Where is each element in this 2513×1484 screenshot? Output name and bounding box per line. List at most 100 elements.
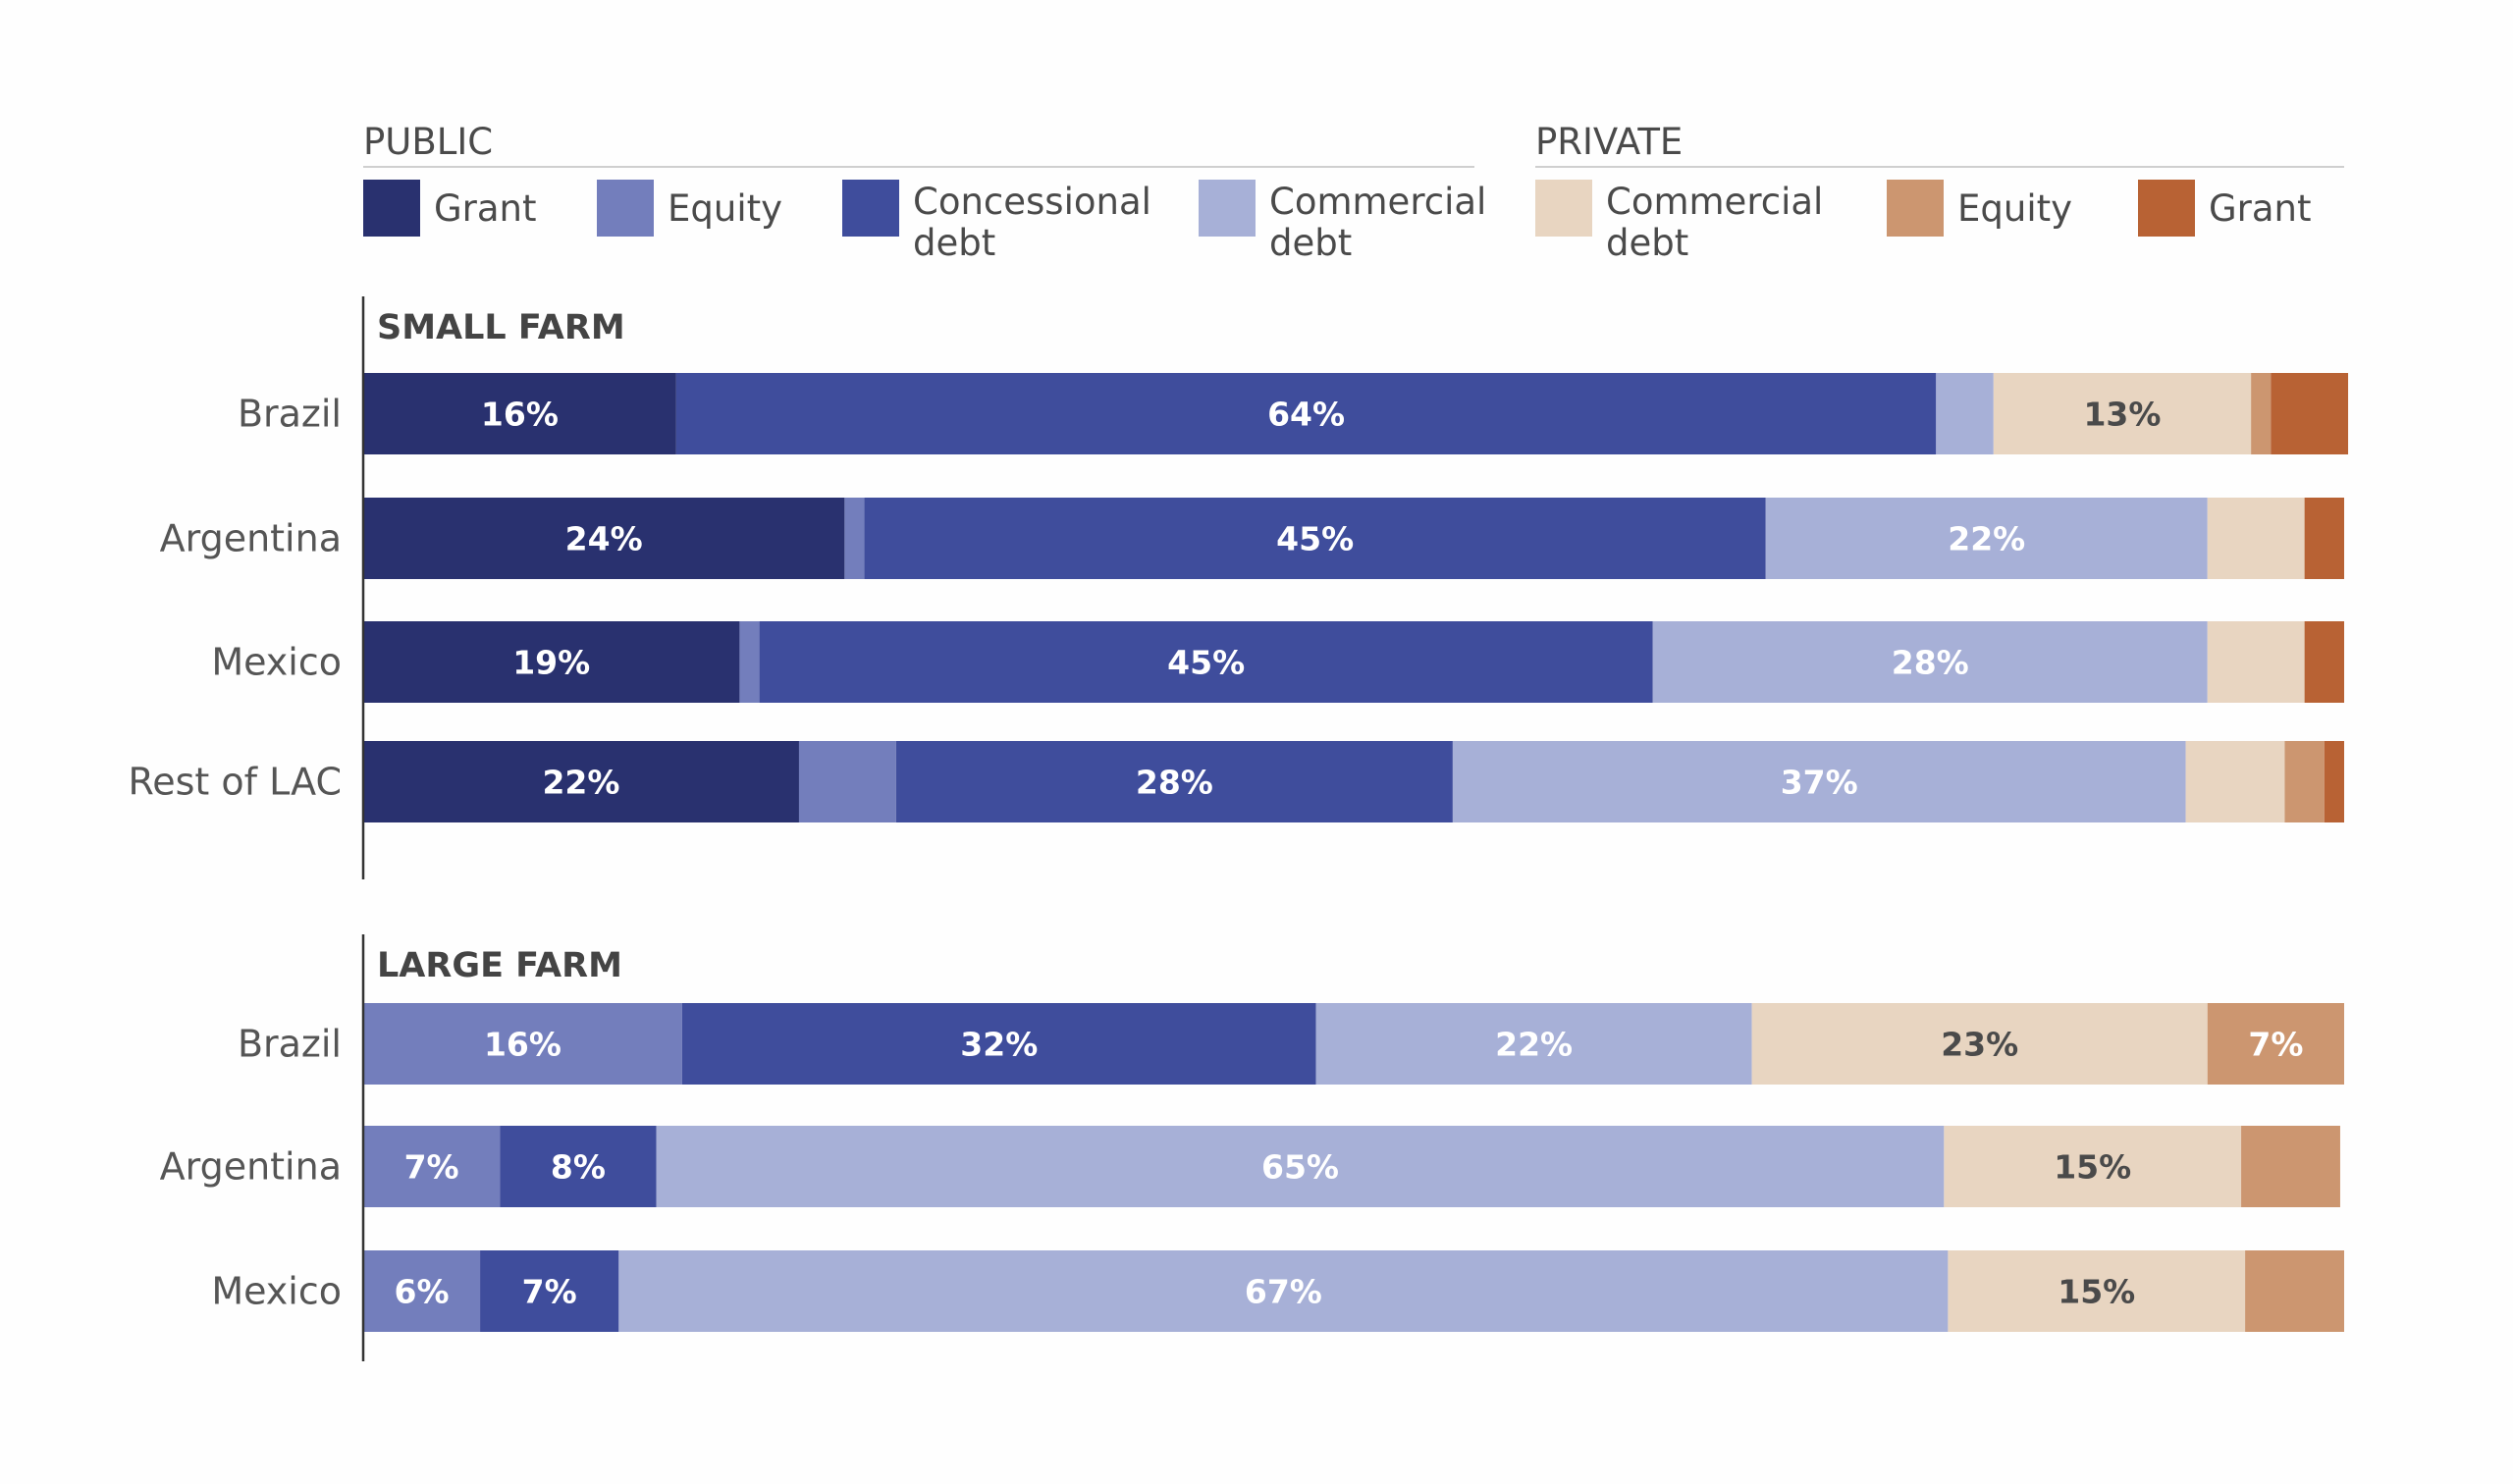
bar-row-mexico: Mexico 6% 7% 67% 15% <box>211 1250 2344 1332</box>
legend-item-label: Grant <box>434 187 537 230</box>
bar-segment-private-grant <box>2304 498 2344 579</box>
category-label: Mexico <box>211 641 342 684</box>
data-label: 65% <box>1261 1148 1339 1187</box>
bar-segment-public-grant <box>363 373 676 454</box>
bar-segment-private-equity <box>2241 1126 2340 1207</box>
legend-swatch <box>842 180 899 237</box>
bar-segment-public-concessional-debt <box>681 1003 1316 1085</box>
bar-segment-public-commercial-debt <box>656 1126 1945 1207</box>
bar-segment-public-equity <box>844 498 865 579</box>
data-label: 45% <box>1167 644 1245 682</box>
panel-small-farm: SMALL FARM Brazil 16% 64% 13% Argentina 24% 45%… <box>129 296 2349 879</box>
data-label: 64% <box>1267 396 1345 434</box>
category-label: Mexico <box>211 1270 342 1313</box>
bar-segment-public-grant <box>363 621 740 703</box>
legend-swatch <box>1887 180 1944 237</box>
bar-segment-private-equity <box>2207 1003 2344 1085</box>
bar-segment-public-equity <box>798 741 896 822</box>
bar-segment-private-grant <box>2271 373 2349 454</box>
data-label: 16% <box>484 1026 561 1064</box>
data-label: 24% <box>565 520 643 558</box>
legend-swatch <box>363 180 420 237</box>
data-label: 45% <box>1276 520 1354 558</box>
bar-segment-private-commercial-debt <box>1993 373 2252 454</box>
data-label: 19% <box>512 644 590 682</box>
bar-row-argentina: Argentina 7% 8% 65% 15% <box>160 1126 2340 1207</box>
legend-item-label: Commercial <box>1606 181 1823 223</box>
data-label: 7% <box>404 1148 459 1187</box>
legend-group-title: PUBLIC <box>363 121 493 163</box>
data-label: 7% <box>522 1273 577 1311</box>
bar-segment-public-commercial-debt <box>1936 373 1994 454</box>
bar-row-brazil: Brazil 16% 32% 22% 23% 7% <box>238 1003 2344 1085</box>
legend-item-label: debt <box>913 222 995 264</box>
legend-item-label: debt <box>1606 222 1688 264</box>
data-label: 7% <box>2248 1026 2303 1064</box>
panel-large-farm: LARGE FARM Brazil 16% 32% 22% 23% 7% Argentina 7… <box>160 934 2344 1361</box>
bar-segment-public-commercial-debt <box>1452 741 2186 822</box>
data-label: 32% <box>960 1026 1038 1064</box>
bar-segment-private-commercial-debt <box>1751 1003 2208 1085</box>
bar-row-rest-of-lac: Rest of LAC 22% 28% 37% <box>129 741 2344 822</box>
data-label: 15% <box>2054 1148 2131 1187</box>
bar-segment-public-concessional-debt <box>759 621 1653 703</box>
chart-panels: SMALL FARM Brazil 16% 64% 13% Argentina 24% 45%… <box>129 296 2349 1361</box>
bar-segment-public-grant <box>363 498 845 579</box>
data-label: 28% <box>1136 764 1213 802</box>
panel-title: LARGE FARM <box>377 946 622 985</box>
bar-segment-public-concessional-debt <box>895 741 1453 822</box>
legend-item-label: Concessional <box>913 181 1151 223</box>
data-label: 15% <box>2058 1273 2135 1311</box>
bar-segment-private-commercial-debt <box>2207 621 2305 703</box>
category-label: Argentina <box>160 1145 342 1189</box>
legend-swatch <box>597 180 654 237</box>
category-label: Argentina <box>160 517 342 560</box>
data-label: 22% <box>542 764 619 802</box>
bar-row-argentina: Argentina 24% 45% 22% <box>160 498 2344 579</box>
data-label: 22% <box>1495 1026 1573 1064</box>
legend-item-label: Grant <box>2209 187 2312 230</box>
data-label: 37% <box>1781 764 1858 802</box>
legend-group-title: PRIVATE <box>1535 121 1683 163</box>
bar-segment-public-concessional-debt <box>864 498 1766 579</box>
bar-segment-private-commercial-debt <box>1944 1126 2242 1207</box>
bar-segment-public-concessional-debt <box>480 1250 619 1332</box>
bar-row-mexico: Mexico 19% 45% 28% <box>211 621 2344 703</box>
legend-item-label: debt <box>1269 222 1352 264</box>
legend-swatch <box>1535 180 1592 237</box>
category-label: Brazil <box>238 393 342 436</box>
panel-title: SMALL FARM <box>377 308 625 347</box>
bar-segment-private-grant <box>2324 741 2344 822</box>
legend-item-public-grant: Grant <box>363 180 537 237</box>
bar-segment-private-equity <box>2284 741 2325 822</box>
bar-segment-public-concessional-debt <box>675 373 1937 454</box>
data-label: 6% <box>395 1273 450 1311</box>
legend-swatch <box>1199 180 1256 237</box>
data-label: 23% <box>1941 1026 2018 1064</box>
bar-row-brazil: Brazil 16% 64% 13% <box>238 373 2349 454</box>
category-label: Rest of LAC <box>129 761 342 804</box>
category-label: Brazil <box>238 1023 342 1066</box>
data-label: 16% <box>481 396 559 434</box>
legend-item-label: Equity <box>668 187 782 230</box>
bar-segment-public-concessional-debt <box>500 1126 657 1207</box>
data-label: 22% <box>1948 520 2025 558</box>
legend-item-public-equity: Equity <box>597 180 782 237</box>
data-label: 13% <box>2083 396 2161 434</box>
bar-segment-public-commercial-debt <box>1765 498 2208 579</box>
bar-segment-public-equity <box>363 1250 481 1332</box>
bar-segment-public-commercial-debt <box>1315 1003 1752 1085</box>
legend-item-label: Equity <box>1957 187 2072 230</box>
legend-swatch <box>2138 180 2195 237</box>
legend-item-label: Commercial <box>1269 181 1486 223</box>
data-label: 67% <box>1245 1273 1322 1311</box>
bar-segment-private-commercial-debt <box>1948 1250 2246 1332</box>
bar-segment-public-commercial-debt <box>618 1250 1949 1332</box>
